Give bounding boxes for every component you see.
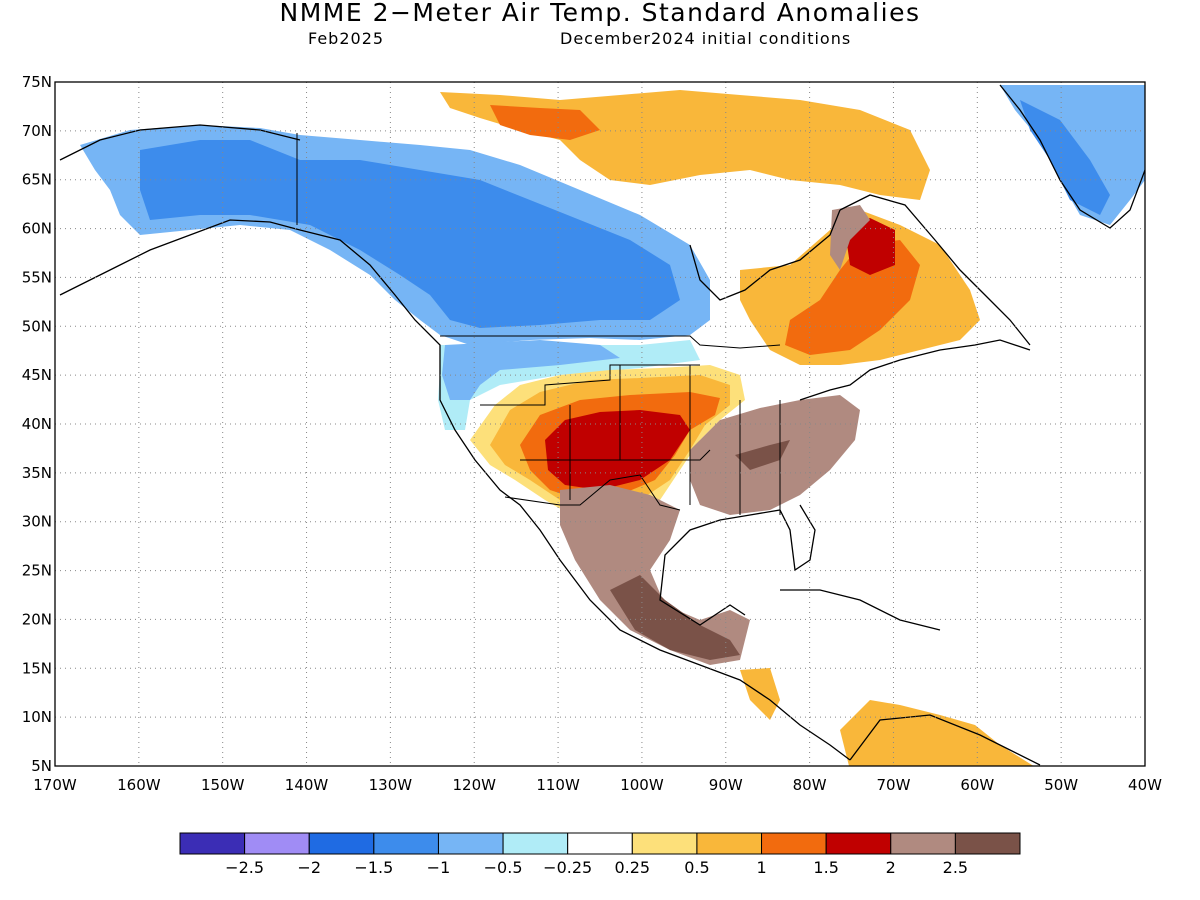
colorbar-tick-label: 1 — [756, 858, 766, 877]
colorbar-swatch — [373, 832, 439, 855]
longitude-label: 80W — [793, 776, 827, 794]
latitude-label: 70N — [22, 122, 52, 140]
warm-region-south-america — [840, 700, 1034, 766]
longitude-label: 160W — [117, 776, 161, 794]
colorbar-swatch — [890, 832, 956, 855]
brown-region-mexico — [560, 485, 750, 665]
longitude-label: 100W — [620, 776, 664, 794]
colorbar-tick-label: 0.25 — [614, 858, 650, 877]
colorbar-tick-label: 0.5 — [684, 858, 709, 877]
colorbar-tick-label: −2 — [297, 858, 321, 877]
colorbar-swatch — [761, 832, 827, 855]
warm-region-arctic-orange — [490, 105, 600, 140]
colorbar-tick-label: −1.5 — [354, 858, 393, 877]
colorbar-tick-label: −2.5 — [225, 858, 264, 877]
longitude-label: 150W — [201, 776, 245, 794]
map-frame — [54, 81, 1146, 767]
colorbar-tick-label: −0.5 — [484, 858, 523, 877]
colorbar-swatch — [631, 832, 698, 855]
graticule — [55, 82, 1145, 766]
colorbar-swatch — [308, 832, 375, 855]
latitude-label: 30N — [22, 513, 52, 531]
hot-region-southern-plains — [545, 410, 690, 490]
latitude-label: 20N — [22, 610, 52, 628]
colorbar-labels: −2.5 −2 −1.5 −1 −0.5 −0.25 0.25 0.5 1 1.5 2 2.5 — [225, 858, 968, 877]
cold-region-pacific-nw — [442, 340, 620, 400]
longitude-label: 140W — [285, 776, 329, 794]
longitude-label: 170W — [33, 776, 77, 794]
colorbar-swatch — [502, 832, 569, 855]
colorbar-tick-label: 2.5 — [943, 858, 968, 877]
latitude-label: 25N — [22, 562, 52, 580]
colorbar-swatch — [696, 832, 763, 855]
latitude-label: 50N — [22, 317, 52, 335]
brown-region-appalachia — [735, 440, 790, 470]
colorbar — [179, 832, 1021, 855]
cold-region-greenland-core — [1020, 100, 1110, 215]
political-borders — [296, 133, 781, 515]
colorbar-swatch — [567, 832, 633, 855]
colorbar-tick-label: 2 — [886, 858, 896, 877]
init-conditions-label: December2024 initial conditions — [560, 29, 852, 48]
latitude-label: 55N — [22, 268, 52, 286]
longitude-label: 130W — [369, 776, 413, 794]
colorbar-tick-label: −0.25 — [543, 858, 592, 877]
latitude-label: 5N — [31, 757, 52, 775]
longitude-label: 90W — [709, 776, 743, 794]
latitude-label: 15N — [22, 659, 52, 677]
colorbar-swatch — [179, 832, 246, 855]
longitude-label: 40W — [1128, 776, 1162, 794]
latitude-label: 45N — [22, 366, 52, 384]
longitude-label: 120W — [452, 776, 496, 794]
latitude-label: 65N — [22, 171, 52, 189]
latitude-label: 40N — [22, 415, 52, 433]
colorbar-tick-label: 1.5 — [813, 858, 838, 877]
latitude-label: 60N — [22, 220, 52, 238]
map-title: NMME 2−Meter Air Temp. Standard Anomalie… — [279, 0, 921, 27]
coastlines — [59, 84, 1145, 766]
latitude-label: 75N — [22, 73, 52, 91]
valid-month-label: Feb2025 — [308, 29, 385, 48]
longitude-label: 60W — [960, 776, 994, 794]
latitude-labels: 75N 70N 65N 60N 55N 50N 45N 40N 35N 30N 25N 20N 15N 1… — [22, 73, 52, 775]
latitude-label: 10N — [22, 708, 52, 726]
warm-region-quebec-orange — [785, 240, 920, 355]
colorbar-tick-label: −1 — [427, 858, 451, 877]
longitude-label: 70W — [877, 776, 911, 794]
longitude-labels: 170W 160W 150W 140W 130W 120W 110W 100W 90W 80W 70… — [33, 776, 1162, 794]
colorbar-swatch — [437, 832, 504, 855]
colorbar-swatch — [825, 832, 892, 855]
colorbar-swatch — [954, 832, 1021, 855]
longitude-label: 50W — [1044, 776, 1078, 794]
latitude-label: 35N — [22, 464, 52, 482]
map-field — [55, 82, 1145, 766]
brown-region-mexico-dark — [610, 575, 740, 660]
brown-region-labrador — [830, 205, 870, 270]
longitude-label: 110W — [536, 776, 580, 794]
cold-region-canada-core — [140, 140, 680, 328]
colorbar-swatch — [244, 832, 310, 855]
